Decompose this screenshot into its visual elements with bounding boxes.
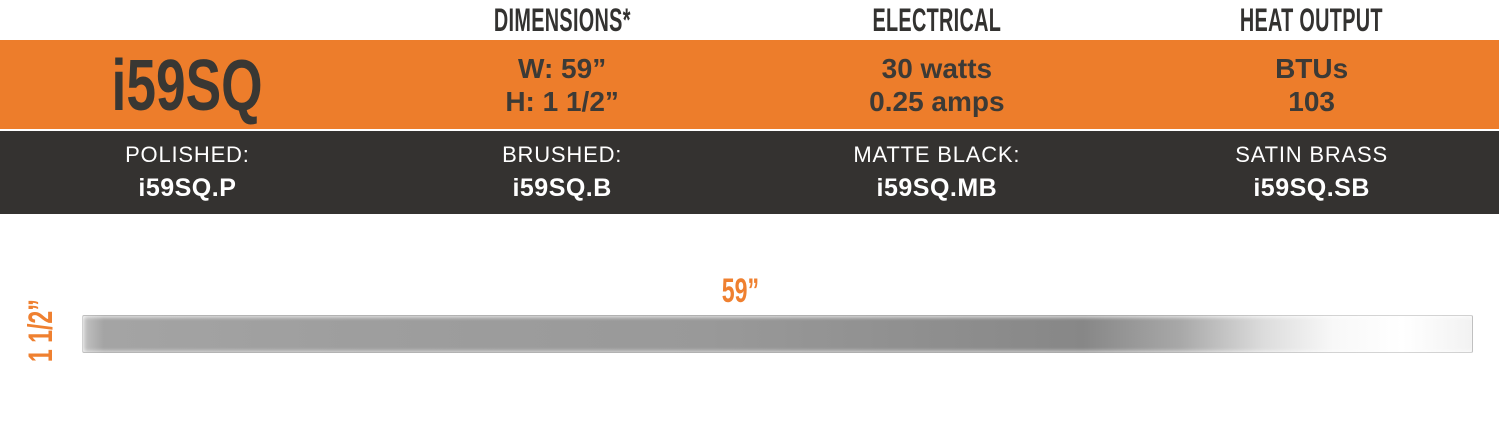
finish-satin-brass-code: i59SQ.SB [1253, 173, 1370, 202]
header-model-spacer [0, 0, 375, 40]
product-diagram: 59” 1 1/2” [0, 214, 1499, 433]
finish-brushed-code: i59SQ.B [512, 173, 612, 202]
width-dimension-text: 59” [721, 272, 759, 310]
finish-polished-code: i59SQ.P [138, 173, 237, 202]
width-dimension-label: 59” [640, 274, 840, 308]
height-dimension-label: 1 1/2” [22, 288, 60, 374]
finish-brushed: BRUSHED: i59SQ.B [375, 131, 750, 214]
finish-options-band: POLISHED: i59SQ.P BRUSHED: i59SQ.B MATTE… [0, 131, 1499, 214]
finish-satin-brass: SATIN BRASS i59SQ.SB [1124, 131, 1499, 214]
header-electrical-label: ELECTRICAL [872, 1, 1002, 38]
electrical-amps-value: 0.25 amps [869, 85, 1005, 117]
header-heat-output: HEAT OUTPUT [1124, 0, 1499, 40]
dimension-height-value: H: 1 1/2” [505, 85, 619, 117]
electrical-watts-value: 30 watts [881, 52, 993, 84]
dimension-width-value: W: 59” [518, 52, 607, 84]
height-dimension-text: 1 1/2” [22, 299, 60, 363]
header-dimensions: DIMENSIONS* [375, 0, 750, 40]
finish-matte-black-label: MATTE BLACK: [853, 141, 1021, 167]
spec-header-row: DIMENSIONS* ELECTRICAL HEAT OUTPUT [0, 0, 1499, 40]
model-name: i59SQ [111, 45, 263, 126]
header-electrical: ELECTRICAL [750, 0, 1125, 40]
model-spec-band: i59SQ W: 59” H: 1 1/2” 30 watts 0.25 amp… [0, 40, 1499, 129]
heat-output-unit: BTUs [1275, 52, 1349, 84]
header-heat-output-label: HEAT OUTPUT [1240, 1, 1384, 38]
heat-output-cell: BTUs 103 [1124, 40, 1499, 129]
finish-polished: POLISHED: i59SQ.P [0, 131, 375, 214]
header-dimensions-label: DIMENSIONS* [493, 1, 631, 38]
finish-satin-brass-label: SATIN BRASS [1235, 141, 1388, 167]
finish-brushed-label: BRUSHED: [502, 141, 623, 167]
dimensions-cell: W: 59” H: 1 1/2” [375, 40, 750, 129]
finish-matte-black: MATTE BLACK: i59SQ.MB [750, 131, 1125, 214]
model-cell: i59SQ [0, 40, 375, 129]
finish-matte-black-code: i59SQ.MB [876, 173, 998, 202]
product-bar-illustration [82, 315, 1473, 353]
electrical-cell: 30 watts 0.25 amps [750, 40, 1125, 129]
finish-polished-label: POLISHED: [125, 141, 250, 167]
heat-output-value: 103 [1288, 85, 1335, 117]
